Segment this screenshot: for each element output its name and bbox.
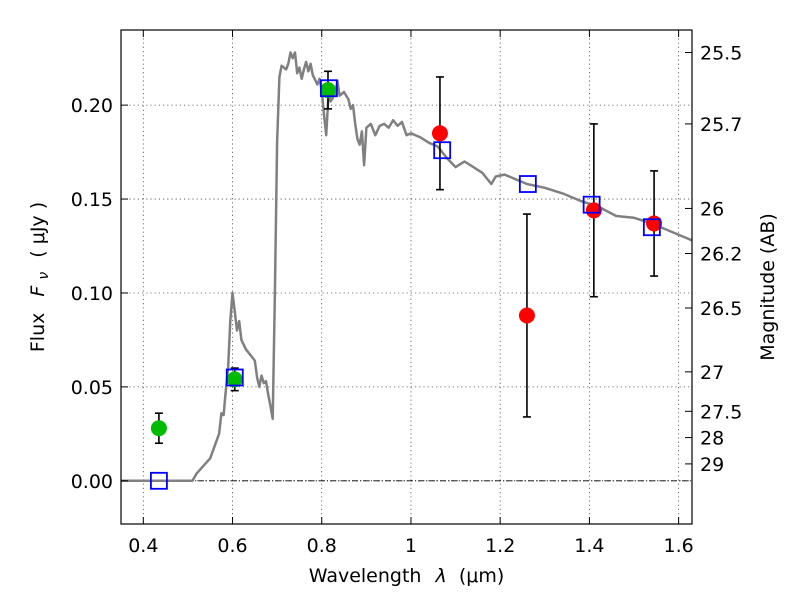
data-markers: [150, 70, 663, 490]
y-tick-label: 0.00: [71, 471, 113, 493]
y2-tick-label: 27: [700, 362, 724, 384]
y-tick-label: 0.05: [71, 377, 113, 399]
x-tick-label: 0.4: [128, 535, 158, 557]
x-tick-label: 0.6: [217, 535, 247, 557]
model-photometry-square: [433, 141, 452, 160]
y-axis-label-subscript: ν: [36, 272, 52, 280]
red-data-point: [431, 125, 448, 142]
y2-tick-label: 25.7: [700, 114, 742, 136]
y-axis-label-text: Flux: [27, 313, 49, 353]
y-axis-label-unit: ( μJy ): [27, 202, 49, 258]
x-tick-label: 1.6: [664, 535, 694, 557]
y2-axis-label: Magnitude (AB): [757, 213, 779, 361]
model-photometry-square: [582, 195, 601, 214]
model-photometry-square: [225, 368, 244, 387]
x-axis-label-text: Wavelength: [309, 565, 422, 587]
y2-tick-label: 29: [700, 454, 724, 476]
model-photometry-square: [642, 218, 661, 237]
red-data-point: [585, 202, 602, 219]
y-tick-label: 0.10: [71, 283, 113, 305]
model-sed-line: [121, 51, 693, 483]
model-photometry-square: [319, 79, 338, 98]
grid-lines: [121, 30, 692, 524]
y2-tick-label: 26.2: [700, 244, 742, 266]
model-photometry-square: [518, 175, 537, 193]
y-tick-label: 0.20: [71, 95, 113, 117]
y-tick-label: 0.15: [71, 189, 113, 211]
x-tick-label: 1.4: [574, 535, 604, 557]
y2-tick-label: 27.5: [700, 401, 742, 423]
y2-tick-label: 25.5: [700, 43, 742, 65]
green-data-point: [150, 420, 167, 437]
y2-tick-label: 26: [700, 198, 724, 220]
y-axis-label: Flux F ν ( μJy ): [27, 202, 53, 352]
x-axis-label-unit: (μm): [459, 565, 504, 587]
y2-tick-label: 28: [700, 428, 724, 450]
x-axis-label-symbol: λ: [435, 565, 447, 587]
x-tick-label: 1: [405, 535, 417, 557]
x-tick-label: 0.8: [307, 535, 337, 557]
red-data-point: [518, 307, 535, 324]
x-axis-label: Wavelength λ (μm): [309, 565, 504, 587]
axis-ticks: 0.4 0.6 0.8 1 1.2 1.4 1.6 0.00 0.05 0.10 0.15 0.20 2…: [71, 30, 742, 557]
y2-tick-label: 26.5: [700, 298, 742, 320]
y-axis-label-symbol: F: [27, 285, 49, 297]
plot-frame: [120, 29, 693, 525]
model-photometry-square: [150, 471, 168, 490]
x-tick-label: 1.2: [485, 535, 515, 557]
